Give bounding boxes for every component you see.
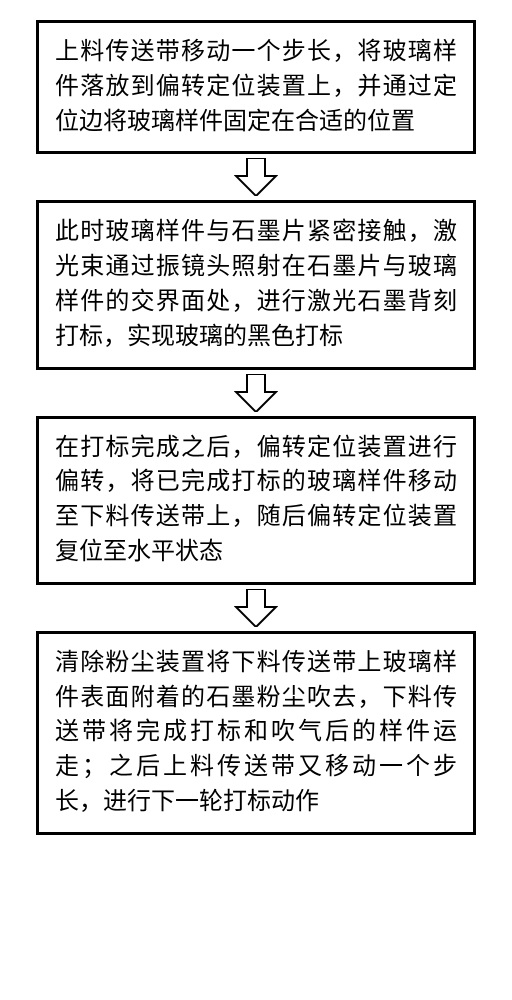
flow-arrow-2 xyxy=(234,370,278,416)
flow-arrow-3 xyxy=(234,585,278,631)
flow-step-1: 上料传送带移动一个步长，将玻璃样件落放到偏转定位装置上，并通过定位边将玻璃样件固… xyxy=(36,20,476,154)
flow-step-4-text: 清除粉尘装置将下料传送带上玻璃样件表面附着的石墨粉尘吹去，下料传送带将完成打标和… xyxy=(55,650,457,815)
flow-step-1-text: 上料传送带移动一个步长，将玻璃样件落放到偏转定位装置上，并通过定位边将玻璃样件固… xyxy=(55,39,457,135)
flow-step-3: 在打标完成之后，偏转定位装置进行偏转，将已完成打标的玻璃样件移动至下料传送带上，… xyxy=(36,416,476,585)
arrow-down-icon xyxy=(234,589,278,627)
arrow-down-icon xyxy=(234,158,278,196)
flow-step-4: 清除粉尘装置将下料传送带上玻璃样件表面附着的石墨粉尘吹去，下料传送带将完成打标和… xyxy=(36,631,476,835)
flow-step-2-text: 此时玻璃样件与石墨片紧密接触，激光束通过振镜头照射在石墨片与玻璃样件的交界面处，… xyxy=(55,219,457,349)
arrow-down-icon xyxy=(234,374,278,412)
flow-step-3-text: 在打标完成之后，偏转定位装置进行偏转，将已完成打标的玻璃样件移动至下料传送带上，… xyxy=(55,435,457,565)
flow-step-2: 此时玻璃样件与石墨片紧密接触，激光束通过振镜头照射在石墨片与玻璃样件的交界面处，… xyxy=(36,200,476,369)
flow-arrow-1 xyxy=(234,154,278,200)
